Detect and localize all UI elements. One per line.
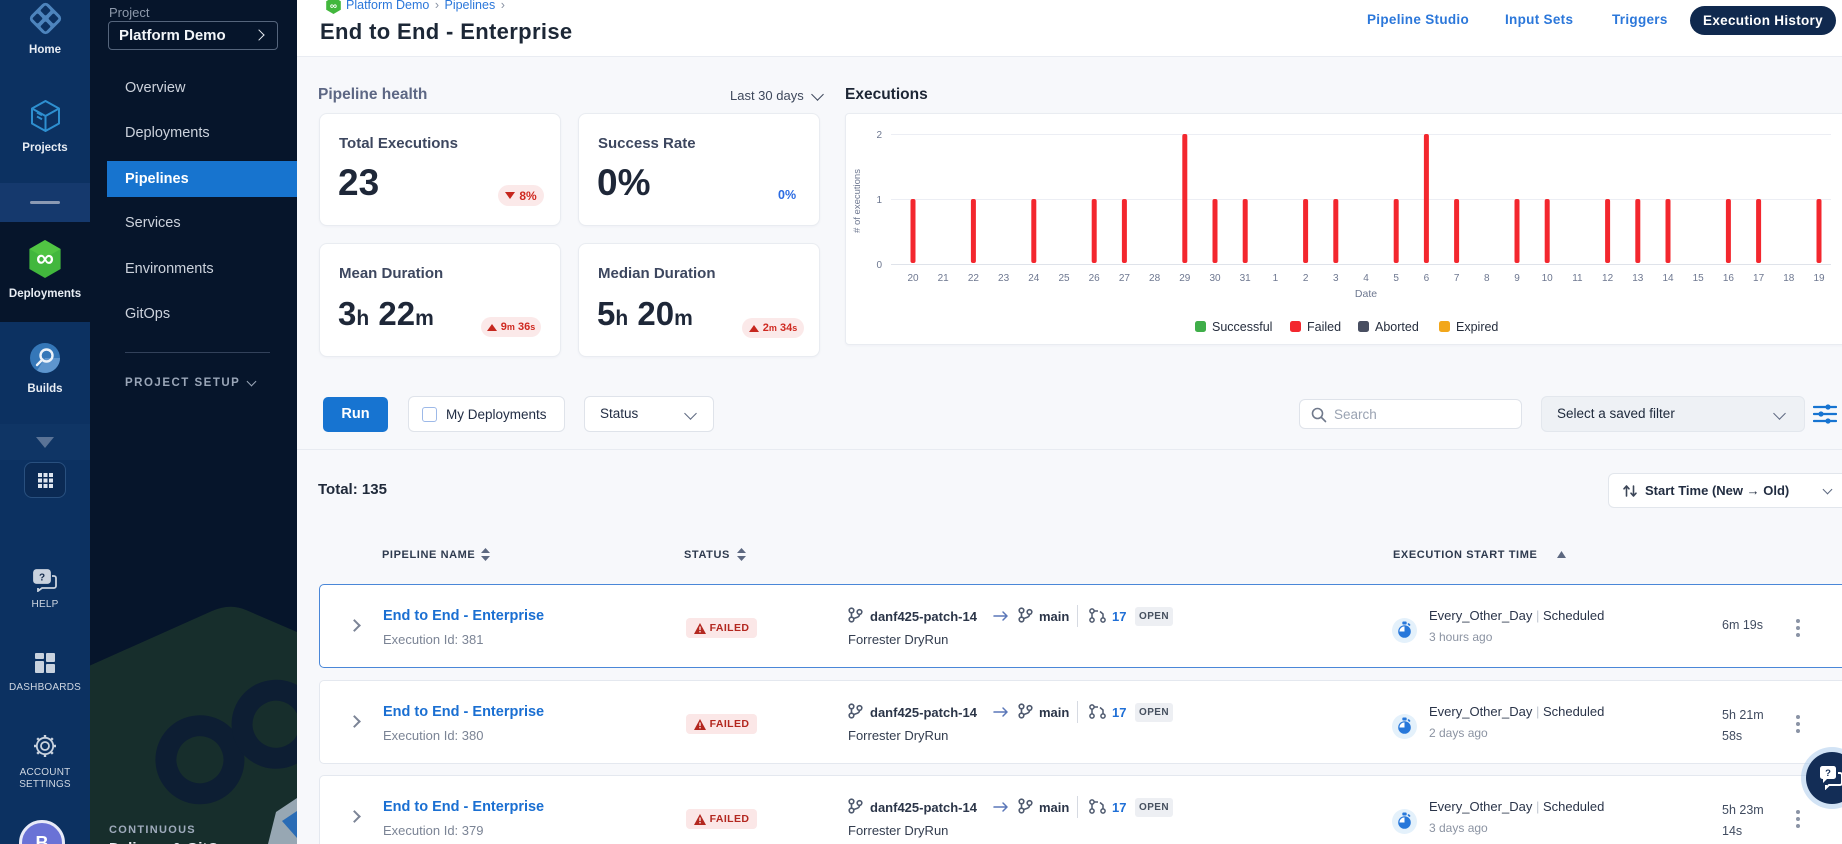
svg-text:26: 26: [1089, 273, 1101, 284]
svg-text:20: 20: [907, 273, 919, 284]
svg-text:18: 18: [1783, 273, 1795, 284]
svg-text:22: 22: [968, 273, 980, 284]
svg-text:2: 2: [1303, 273, 1309, 284]
svg-text:19: 19: [1813, 273, 1825, 284]
svg-text:24: 24: [1028, 273, 1040, 284]
svg-text:15: 15: [1693, 273, 1705, 284]
svg-text:?: ?: [1825, 768, 1831, 779]
svg-text:31: 31: [1240, 273, 1252, 284]
svg-text:5: 5: [1393, 273, 1399, 284]
svg-text:# of executions: # of executions: [852, 169, 863, 233]
svg-text:29: 29: [1179, 273, 1191, 284]
svg-text:?: ?: [39, 573, 45, 584]
svg-text:4: 4: [1363, 273, 1369, 284]
svg-text:28: 28: [1149, 273, 1161, 284]
svg-text:30: 30: [1209, 273, 1221, 284]
svg-text:1: 1: [876, 195, 882, 206]
svg-text:16: 16: [1723, 273, 1735, 284]
svg-text:8: 8: [1484, 273, 1490, 284]
svg-text:1: 1: [1273, 273, 1279, 284]
svg-text:0: 0: [876, 260, 882, 271]
svg-text:∞: ∞: [36, 245, 54, 273]
svg-text:2: 2: [876, 130, 882, 141]
svg-text:25: 25: [1058, 273, 1070, 284]
svg-text:14: 14: [1662, 273, 1674, 284]
svg-text:Failed: Failed: [1307, 320, 1341, 334]
svg-text:21: 21: [938, 273, 950, 284]
svg-text:Successful: Successful: [1212, 320, 1272, 334]
svg-text:7: 7: [1454, 273, 1460, 284]
svg-text:13: 13: [1632, 273, 1644, 284]
svg-text:17: 17: [1753, 273, 1765, 284]
svg-text:10: 10: [1542, 273, 1554, 284]
svg-text:Aborted: Aborted: [1375, 320, 1419, 334]
svg-text:3: 3: [1333, 273, 1339, 284]
svg-text:6: 6: [1424, 273, 1430, 284]
svg-text:∞: ∞: [330, 1, 337, 12]
svg-text:9: 9: [1514, 273, 1520, 284]
svg-text:23: 23: [998, 273, 1010, 284]
svg-text:Date: Date: [1355, 288, 1377, 300]
svg-text:12: 12: [1602, 273, 1614, 284]
svg-text:Expired: Expired: [1456, 320, 1498, 334]
svg-text:11: 11: [1572, 273, 1583, 284]
svg-text:27: 27: [1119, 273, 1131, 284]
